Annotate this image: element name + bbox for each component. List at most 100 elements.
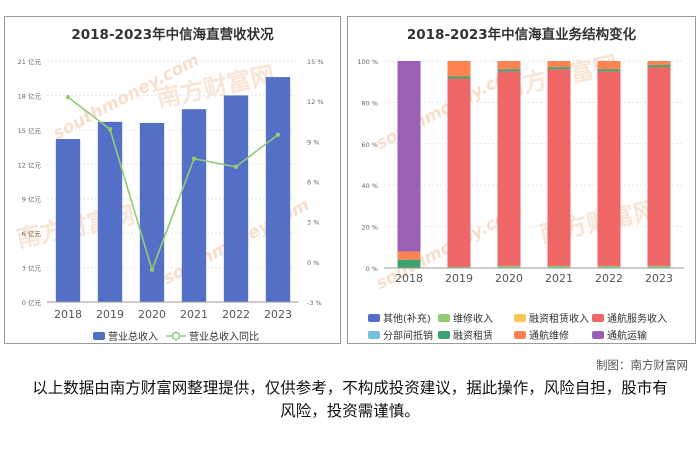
x-tick-label: 2018 [54, 308, 82, 321]
y-tick: 60 % [361, 141, 378, 149]
stacked-segment [547, 69, 571, 266]
x-tick-label: 2023 [645, 272, 673, 285]
x-tick-label: 2023 [264, 308, 292, 321]
y-tick-right: 0 % [307, 259, 319, 267]
legend-item[interactable]: 融资租赁 [438, 327, 493, 342]
stacked-segment [447, 76, 471, 79]
y-tick-left: 15 亿元 [18, 126, 42, 135]
revenue-bar [181, 109, 207, 302]
legend-label: 其他(补充) [383, 314, 431, 325]
stacked-segment [597, 265, 621, 268]
stacked-segment [397, 61, 421, 252]
legend-label: 通航服务收入 [607, 314, 667, 325]
stacked-segment [497, 265, 521, 268]
y-tick-right: 3 % [307, 219, 319, 227]
y-tick-left: 6 亿元 [22, 229, 42, 238]
stacked-segment [647, 61, 671, 66]
y-tick: 40 % [361, 182, 378, 190]
stacked-segment [547, 67, 571, 70]
stacked-segment [647, 67, 671, 266]
yoy-growth-line [67, 96, 279, 273]
legend-swatch [438, 313, 450, 322]
legend-label: 分部间抵销 [383, 331, 433, 342]
legend-swatch [514, 330, 526, 339]
stacked-segment [497, 71, 521, 266]
structure-chart: 0 % 20 % 40 % 60 % 80 % 100 % 2018 2019 2020 2021… [357, 58, 684, 285]
yoy-growth-point [149, 267, 155, 273]
legend-swatch [592, 313, 604, 322]
legend-swatch [438, 330, 450, 339]
legend-item[interactable]: 通航运输 [592, 327, 647, 342]
structure-chart-panel: 南方财富网 southmoney.com 南方财富网 southmoney.co… [347, 16, 696, 344]
stacked-segment [397, 259, 421, 268]
y-tick: 0 % [366, 265, 378, 273]
legend-bar-swatch [93, 331, 105, 340]
x-tick-label: 2021 [180, 308, 208, 321]
y-tick-left: 12 亿元 [18, 160, 42, 169]
y-tick-right: 12 % [307, 98, 324, 106]
x-tick-label: 2021 [545, 272, 573, 285]
x-tick-label: 2020 [495, 272, 523, 285]
stacked-segment [447, 61, 471, 77]
chart-credit: 制图：南方财富网 [596, 358, 688, 372]
disclaimer-text: 以上数据由南方财富网整理提供，仅供参考，不构成投资建议，据此操作，风险自担，股市… [32, 379, 668, 420]
revenue-chart-title: 2018-2023年中信海直营收状况 [71, 27, 274, 43]
y-tick-left: 21 亿元 [18, 57, 42, 66]
stacked-segment [547, 61, 571, 68]
stacked-segment [547, 265, 571, 268]
stacked-segment [497, 69, 521, 72]
legend-label: 融资租赁 [453, 331, 493, 342]
legend-swatch [368, 313, 380, 322]
stacked-segment [397, 251, 421, 260]
y-tick: 100 % [357, 58, 378, 66]
legend-label: 通航维修 [529, 331, 569, 342]
stacked-segment [597, 61, 621, 70]
legend-item[interactable]: 通航维修 [514, 327, 569, 342]
stacked-segment [597, 69, 621, 72]
x-tick-label: 2019 [445, 272, 473, 285]
y-tick-right: 9 % [307, 138, 319, 146]
stacked-segment [597, 71, 621, 266]
legend-label: 融资租赁收入 [529, 314, 589, 325]
legend-item[interactable]: 通航服务收入 [592, 310, 667, 325]
legend-line-label[interactable]: 营业总收入同比 [189, 332, 259, 343]
y-tick: 80 % [361, 99, 378, 107]
legend-item[interactable]: 融资租赁收入 [514, 310, 589, 325]
y-tick-right: -3 % [307, 299, 322, 307]
legend-bar-label[interactable]: 营业总收入 [108, 332, 158, 343]
yoy-growth-point [191, 156, 197, 161]
structure-chart-title: 2018-2023年中信海直业务结构变化 [406, 27, 637, 43]
yoy-growth-point [275, 132, 281, 137]
revenue-bar [223, 95, 249, 302]
stacked-segment [447, 266, 471, 268]
yoy-growth-point [233, 164, 239, 169]
legend-item[interactable]: 分部间抵销 [368, 327, 433, 342]
yoy-growth-point [107, 127, 113, 132]
yoy-growth-point [65, 94, 71, 100]
legend-item[interactable]: 其他(补充) [368, 310, 431, 325]
y-tick-left: 3 亿元 [22, 264, 42, 273]
x-tick-label: 2020 [138, 308, 166, 321]
revenue-chart: 0 亿元 3 亿元 6 亿元 9 亿元 12 亿元 15 亿元 18 亿元 21 亿元 -3 %… [18, 57, 324, 321]
revenue-bar [55, 139, 81, 302]
stacked-segment [447, 78, 471, 267]
stacked-segment [497, 61, 521, 70]
revenue-bar [97, 121, 123, 302]
revenue-legend: 营业总收入 营业总收入同比 [93, 328, 259, 343]
legend-label: 维修收入 [453, 314, 493, 325]
legend-line-marker [166, 331, 186, 341]
legend-swatch [592, 330, 604, 339]
y-tick: 20 % [361, 224, 378, 232]
x-tick-label: 2019 [96, 308, 124, 321]
x-tick-label: 2022 [595, 272, 623, 285]
y-tick-right: 15 % [307, 58, 324, 66]
stacked-segment [647, 265, 671, 268]
revenue-bar [265, 77, 291, 302]
x-tick-label: 2022 [222, 308, 250, 321]
revenue-chart-panel: southmoney.com 南方财富网 南方财富网 southmoney.co… [4, 16, 341, 344]
legend-item[interactable]: 维修收入 [438, 310, 493, 325]
legend-swatch [368, 330, 380, 339]
y-tick-right: 6 % [307, 179, 319, 187]
legend-swatch [514, 313, 526, 322]
x-tick-label: 2018 [395, 272, 423, 285]
